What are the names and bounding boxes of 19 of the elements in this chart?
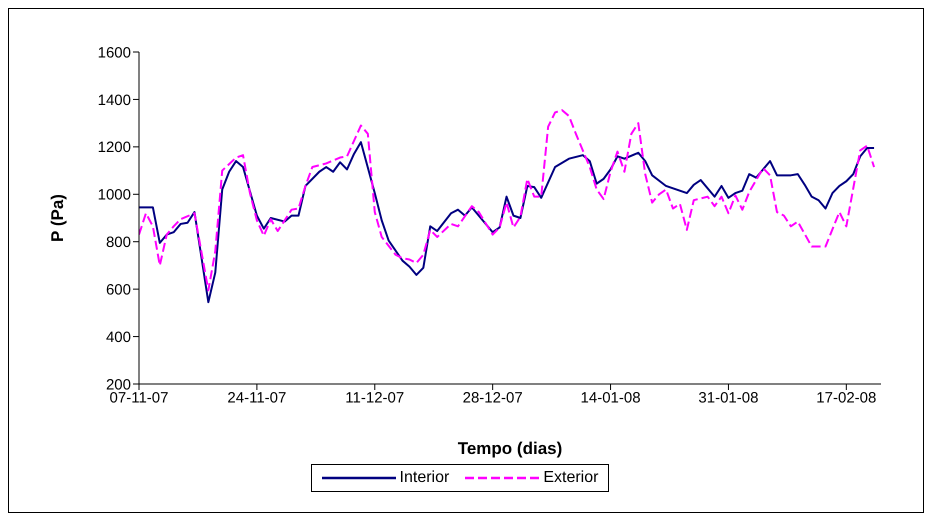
y-tick-label: 600: [106, 281, 131, 298]
legend-label: Exterior: [543, 469, 598, 487]
x-tick-label: 28-12-07: [462, 390, 523, 407]
y-tick-label: 400: [106, 328, 131, 346]
legend-label: Interior: [400, 469, 450, 487]
y-tick-label: 1600: [98, 44, 131, 62]
y-axis-title: P (Pa): [48, 194, 68, 242]
y-tick-label: 800: [106, 234, 131, 252]
x-tick-label: 14-01-08: [580, 390, 641, 407]
x-axis-title: Tempo (dias): [458, 439, 562, 458]
x-tick-label: 31-01-08: [698, 390, 758, 407]
x-tick-label: 17-02-08: [816, 390, 876, 407]
x-tick-label: 24-11-07: [227, 390, 286, 407]
x-tick-label: 11-12-07: [345, 390, 404, 407]
line-series: [139, 109, 876, 292]
y-tick-label: 1400: [98, 92, 131, 109]
line-series: [139, 141, 876, 304]
y-tick-label: 1200: [98, 139, 131, 156]
y-tick-label: 1000: [98, 186, 131, 204]
